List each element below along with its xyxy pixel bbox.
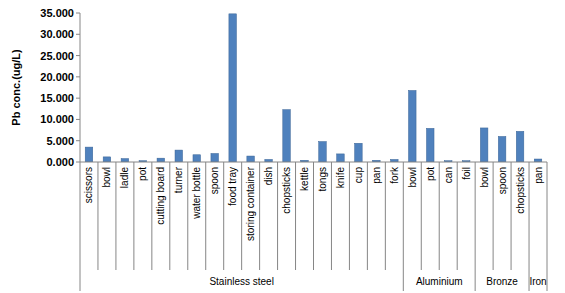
category-divider [205,162,206,270]
bar [121,159,129,162]
bar [409,90,417,162]
category-divider [547,162,548,270]
category-divider [511,162,512,270]
x-tick-label: spoon [209,167,220,194]
y-tick [76,140,80,141]
y-tick [76,13,80,14]
x-tick-label: foil [461,167,472,180]
y-tick [76,98,80,99]
x-tick-label: bowl [407,167,418,188]
bar [85,147,93,162]
category-divider [421,162,422,270]
y-tick [76,76,80,77]
category-divider [493,162,494,270]
category-divider [385,162,386,270]
x-tick-label: water bottle [191,167,202,220]
y-tick-label: 5.000 [46,135,74,147]
category-divider [169,162,170,270]
bars [85,14,542,162]
category-divider [115,162,116,270]
x-tick-label: pot [137,167,148,181]
category-divider [475,162,476,270]
x-tick-label: cutting board [155,167,166,225]
y-tick-label: 0.000 [46,156,74,168]
bar [175,150,183,162]
category-divider [313,162,314,270]
category-divider [403,162,404,270]
group-divider [547,270,548,291]
y-tick-label: 20.000 [40,71,74,83]
category-divider [331,162,332,270]
bar [211,153,219,162]
category-divider [277,162,278,270]
category-divider [187,162,188,270]
x-tick-label: kettle [299,167,310,191]
y-tick-label: 30.000 [40,28,74,40]
x-tick-label: fork [389,166,400,184]
bar [426,128,434,162]
x-tick-label: pan [371,167,382,184]
x-tick-label: cup [353,167,364,184]
x-tick-label: spoon [497,167,508,194]
x-tick-label: chopsticks [515,167,526,214]
group-label: Stainless steel [209,276,273,287]
y-tick [76,55,80,56]
y-tick [76,34,80,35]
bar [283,110,291,162]
y-tick [76,119,80,120]
bar [480,128,488,162]
bar [498,136,506,162]
x-tick-label: turner [173,166,184,193]
x-tick-label: ladle [119,167,130,189]
x-tick-label: storing container [245,166,256,241]
y-tick-label: 35.000 [40,7,74,19]
group-label: Iron [529,276,546,287]
bar [319,142,327,162]
group-divider [403,270,404,291]
x-tick-label: tongs [317,167,328,191]
bar [355,143,363,162]
x-tick-label: bowl [101,167,112,188]
category-divider [529,162,530,270]
group-divider [80,270,81,291]
x-tick-label: can [443,167,454,183]
bar [516,131,524,162]
x-tick-label: pan [533,167,544,184]
category-divider [223,162,224,270]
category-divider [349,162,350,270]
bar [157,158,165,162]
y-axis [80,13,81,162]
category-divider [439,162,440,270]
y-tick-label: 25.000 [40,50,74,62]
y-tick [76,162,80,163]
category-divider [133,162,134,270]
group-label: Aluminium [416,276,463,287]
bar [103,157,111,162]
category-divider [295,162,296,270]
x-tick-label: scissors [83,167,94,203]
category-divider [367,162,368,270]
x-tick-label: dish [263,167,274,185]
category-divider [80,162,81,270]
group-label: Bronze [486,276,518,287]
y-axis-label: Pb conc.(ug/L) [10,49,22,126]
bar [337,154,345,162]
group-divider [475,270,476,291]
x-tick-label: pot [425,167,436,181]
category-divider [259,162,260,270]
x-tick-label: chopsticks [281,167,292,214]
x-tick-label: bowl [479,167,490,188]
bar [193,155,201,162]
y-tick-label: 10.000 [40,113,74,125]
x-tick-label: food tray [227,167,238,206]
chart: 0.000 5.000 10.000 15.000 20.000 25.000 30.000… [0,0,565,293]
x-tick-label: knife [335,167,346,189]
bar [229,14,237,162]
category-divider [97,162,98,270]
category-divider [457,162,458,270]
category-divider [151,162,152,270]
category-divider [241,162,242,270]
y-tick-label: 15.000 [40,92,74,104]
bar [247,156,255,162]
